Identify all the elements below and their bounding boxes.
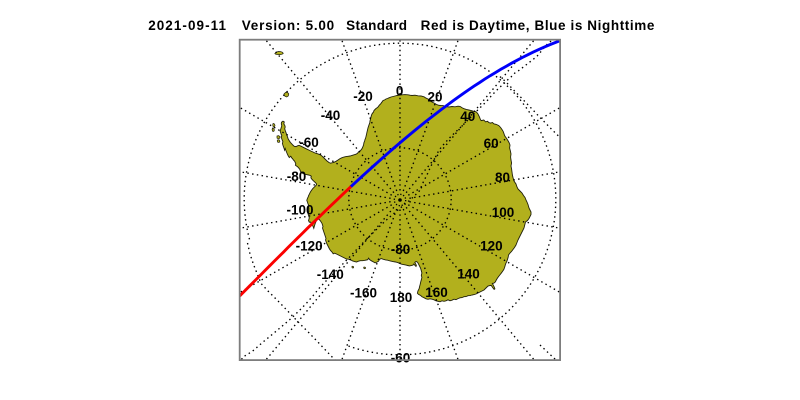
svg-text:140: 140 xyxy=(457,266,480,281)
svg-text:80: 80 xyxy=(495,170,510,185)
svg-text:-120: -120 xyxy=(296,239,323,254)
svg-text:-20: -20 xyxy=(353,89,373,104)
svg-text:160: 160 xyxy=(425,285,448,300)
svg-text:-80: -80 xyxy=(287,169,307,184)
svg-text:100: 100 xyxy=(492,205,515,220)
svg-text:-40: -40 xyxy=(321,108,341,123)
svg-text:-80: -80 xyxy=(391,242,411,257)
svg-text:-140: -140 xyxy=(317,267,344,282)
svg-text:180: 180 xyxy=(390,290,413,305)
svg-text:40: 40 xyxy=(460,109,475,124)
svg-text:-60: -60 xyxy=(391,350,411,365)
svg-text:-100: -100 xyxy=(286,202,313,217)
svg-text:20: 20 xyxy=(427,89,442,104)
svg-text:-60: -60 xyxy=(299,135,319,150)
svg-text:60: 60 xyxy=(484,136,499,151)
svg-text:-160: -160 xyxy=(350,286,377,301)
svg-text:120: 120 xyxy=(480,238,503,253)
svg-text:0: 0 xyxy=(396,83,404,98)
